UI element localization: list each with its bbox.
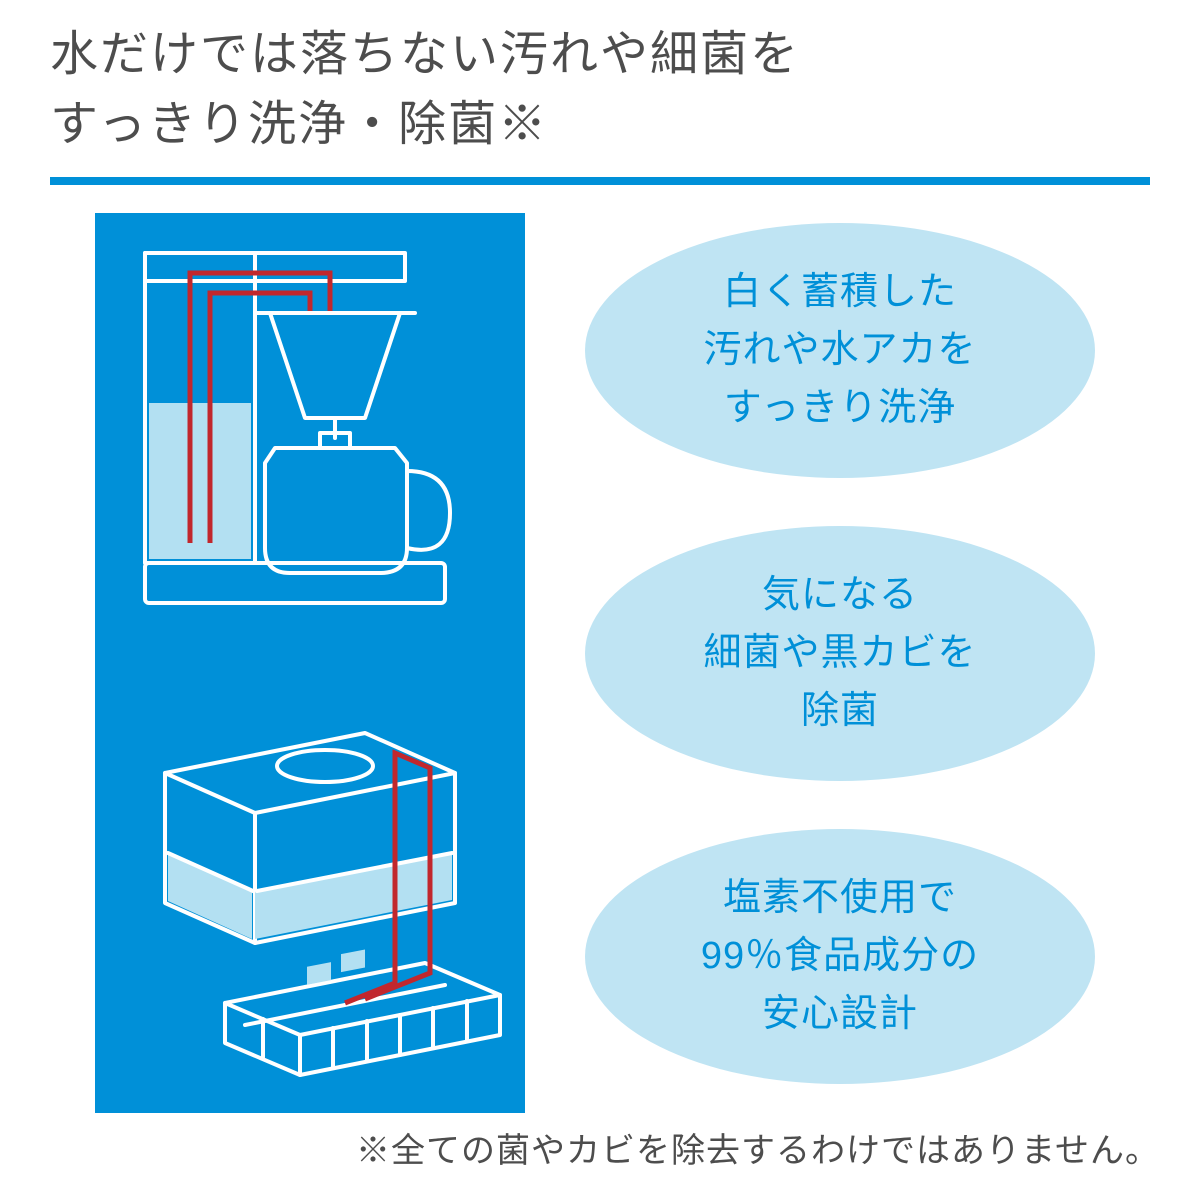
main-heading: 水だけでは落ちない汚れや細菌を すっきり洗浄・除菌※ (0, 0, 1200, 177)
footnote: ※全ての菌やカビを除去するわけではありません。 (356, 1123, 1160, 1172)
feature-bubble-3: 塩素不使用で 99％食品成分の 安心設計 (585, 829, 1095, 1084)
heading-line2: すっきり洗浄・除菌※ (50, 98, 548, 151)
bubble-2-text: 気になる 細菌や黒カビを 除菌 (703, 567, 976, 740)
bubble-1-text: 白く蓄積した 汚れや水アカを すっきり洗浄 (703, 264, 976, 437)
divider (50, 177, 1150, 185)
illustration-panel (95, 213, 525, 1113)
appliance-diagram-icon (95, 213, 525, 1113)
feature-bubble-1: 白く蓄積した 汚れや水アカを すっきり洗浄 (585, 223, 1095, 478)
feature-bubbles: 白く蓄積した 汚れや水アカを すっきり洗浄 気になる 細菌や黒カビを 除菌 塩素… (585, 213, 1150, 1113)
content-row: 白く蓄積した 汚れや水アカを すっきり洗浄 気になる 細菌や黒カビを 除菌 塩素… (0, 185, 1200, 1113)
bubble-3-text: 塩素不使用で 99％食品成分の 安心設計 (701, 870, 979, 1043)
heading-line1: 水だけでは落ちない汚れや細菌を (50, 28, 800, 81)
feature-bubble-2: 気になる 細菌や黒カビを 除菌 (585, 526, 1095, 781)
